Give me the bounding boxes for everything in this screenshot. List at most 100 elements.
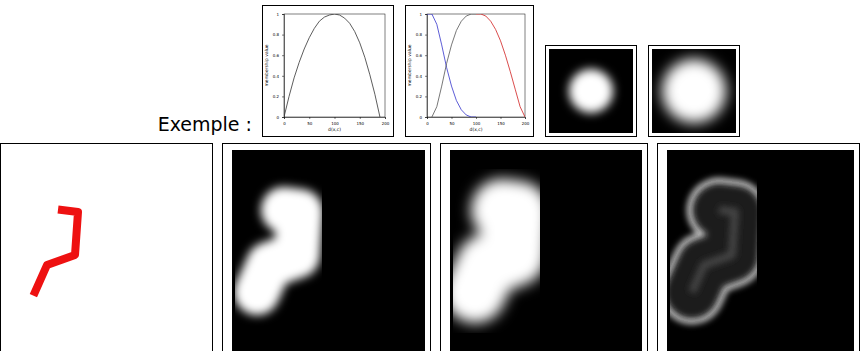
image-panel [223, 144, 431, 351]
series-line [284, 14, 380, 117]
image-content [692, 210, 735, 292]
tick-mark [425, 96, 427, 97]
mini-chart: 05010015020000.20.40.60.81d(x,c)membersh… [406, 6, 534, 137]
ring-core [692, 210, 735, 292]
tick-label: 0.4 [273, 74, 280, 79]
tick: 0 [276, 115, 284, 120]
tick: 200 [522, 117, 530, 126]
tick: 50 [307, 117, 313, 126]
tick: 1 [419, 12, 427, 17]
tick-label: 150 [497, 121, 505, 126]
tick-mark [282, 117, 284, 118]
y-axis: 00.20.40.60.81 [273, 12, 285, 120]
y-axis: 0 0.2 0.4 0.6 0.8 1 [416, 12, 428, 120]
image-frame [649, 46, 740, 137]
series-line [427, 14, 476, 117]
tick: 0.4 [416, 74, 427, 79]
image-ground [667, 150, 854, 351]
tick-label: 50 [449, 121, 455, 126]
tick-mark [282, 76, 284, 77]
image-ground [450, 150, 642, 351]
tick-mark [282, 35, 284, 36]
series-line [476, 14, 525, 117]
tick: 0 [419, 115, 427, 120]
tick: 0.2 [416, 94, 427, 99]
tick-label: 0 [283, 121, 286, 126]
tick: 0 [283, 117, 286, 126]
axis-line [428, 118, 526, 120]
tick-label: 100 [331, 121, 339, 126]
tick: 150 [497, 117, 505, 126]
tick-mark [335, 117, 336, 119]
image-frame [223, 144, 431, 351]
image-frame [546, 46, 637, 137]
plot-frame [284, 14, 385, 117]
x-axis-title: d(x,c) [328, 127, 341, 132]
tick-label: 50 [307, 121, 313, 126]
dilated-shape [257, 210, 300, 292]
tick-mark [425, 76, 427, 77]
tick-label: 1 [276, 12, 279, 17]
tick: 0 [426, 117, 429, 126]
slide: Exemple :05010015020000.20.40.60.81d(x,c… [0, 0, 861, 351]
axis-line [285, 118, 386, 120]
lines [427, 14, 525, 117]
axis-line [282, 15, 285, 118]
plot: 05010015020000.20.40.60.81 [273, 12, 390, 126]
tick-mark [425, 117, 427, 118]
image-frame [441, 144, 648, 351]
tick: 0.4 [273, 74, 284, 79]
image-ground [652, 49, 736, 133]
tick-mark [360, 117, 361, 119]
blob [662, 59, 726, 123]
ring-outer [692, 210, 735, 292]
tick-mark [282, 14, 284, 15]
tick-label: 0.2 [273, 94, 280, 99]
tick-label: 0.2 [416, 94, 423, 99]
tick-label: 200 [522, 121, 530, 126]
image-content [257, 210, 300, 292]
tick-mark [525, 117, 526, 119]
image-frame [658, 144, 860, 351]
x-axis: 0 50 100 150 200 [283, 117, 390, 126]
tick-label: 0.8 [416, 32, 423, 37]
image-ground [549, 49, 633, 133]
tick-mark [501, 117, 502, 119]
image-content [475, 210, 518, 292]
image-ground [232, 150, 425, 351]
tick: 100 [473, 117, 481, 126]
tick-label: 0.8 [273, 32, 280, 37]
plot-frame [427, 14, 525, 117]
tick: 50 [449, 117, 455, 126]
tick-label: 200 [382, 121, 390, 126]
ring-inner [692, 210, 735, 292]
tick-mark [452, 117, 453, 119]
tick-mark [425, 55, 427, 56]
dilated-shape [475, 210, 518, 292]
structuring-element [649, 46, 740, 137]
tick: 150 [356, 117, 364, 126]
tick: 200 [382, 117, 390, 126]
tick-label: 0.6 [416, 53, 423, 58]
tick: 0.6 [416, 53, 427, 58]
tick-label: 0 [419, 115, 422, 120]
tick: 1 [276, 12, 284, 17]
series-line [432, 14, 476, 117]
tick-mark [476, 117, 477, 119]
chart-frame [263, 6, 394, 137]
y-axis-title: membership value [264, 44, 269, 86]
image-frame [1, 144, 213, 351]
image-panel [1, 144, 213, 351]
tick: 0.8 [416, 32, 427, 37]
tick-label: 1 [419, 12, 422, 17]
x-axis-title: d(x,c) [470, 127, 483, 132]
blob [569, 69, 613, 113]
plot: 0 50 100 150 200 0 0.2 0.4 0.6 0.8 1 [416, 12, 530, 126]
lines [284, 14, 380, 117]
axis-line [425, 15, 428, 118]
chart-frame [406, 6, 534, 137]
tick-label: 100 [473, 121, 481, 126]
tick-mark [282, 96, 284, 97]
tick-label: 150 [356, 121, 364, 126]
tick: 100 [331, 117, 339, 126]
